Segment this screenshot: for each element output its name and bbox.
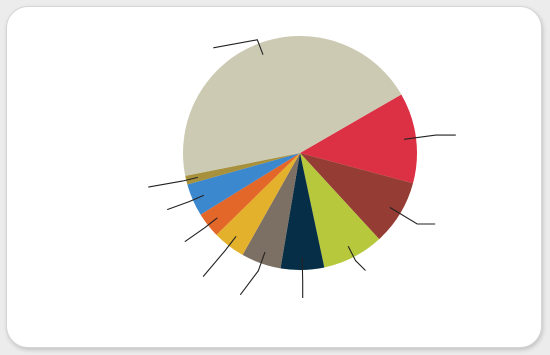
pie-slice-10 xyxy=(183,36,402,176)
leader-line-3 xyxy=(347,246,366,271)
leader-line-10 xyxy=(213,39,264,55)
pie-slice-5 xyxy=(242,153,300,269)
pie-slice-6 xyxy=(216,153,300,255)
pie-slice-8 xyxy=(187,153,300,215)
leader-line-9 xyxy=(148,176,199,188)
leader-line-4 xyxy=(301,257,304,298)
pie-slice-9 xyxy=(185,153,300,185)
leader-line-5 xyxy=(239,251,266,296)
pie-chart xyxy=(148,36,456,298)
leader-line-6 xyxy=(202,235,237,277)
pie-slice-7 xyxy=(200,153,300,235)
leader-line-7 xyxy=(184,217,218,243)
pie-slice-2 xyxy=(300,153,414,240)
leader-line-8 xyxy=(167,194,205,211)
pie-slice-4 xyxy=(280,153,325,270)
pie-slice-3 xyxy=(300,153,380,268)
leader-line-2 xyxy=(389,206,436,225)
leader-line-1 xyxy=(404,134,456,140)
pie-slice-1 xyxy=(300,94,417,184)
chart-card xyxy=(6,6,542,348)
